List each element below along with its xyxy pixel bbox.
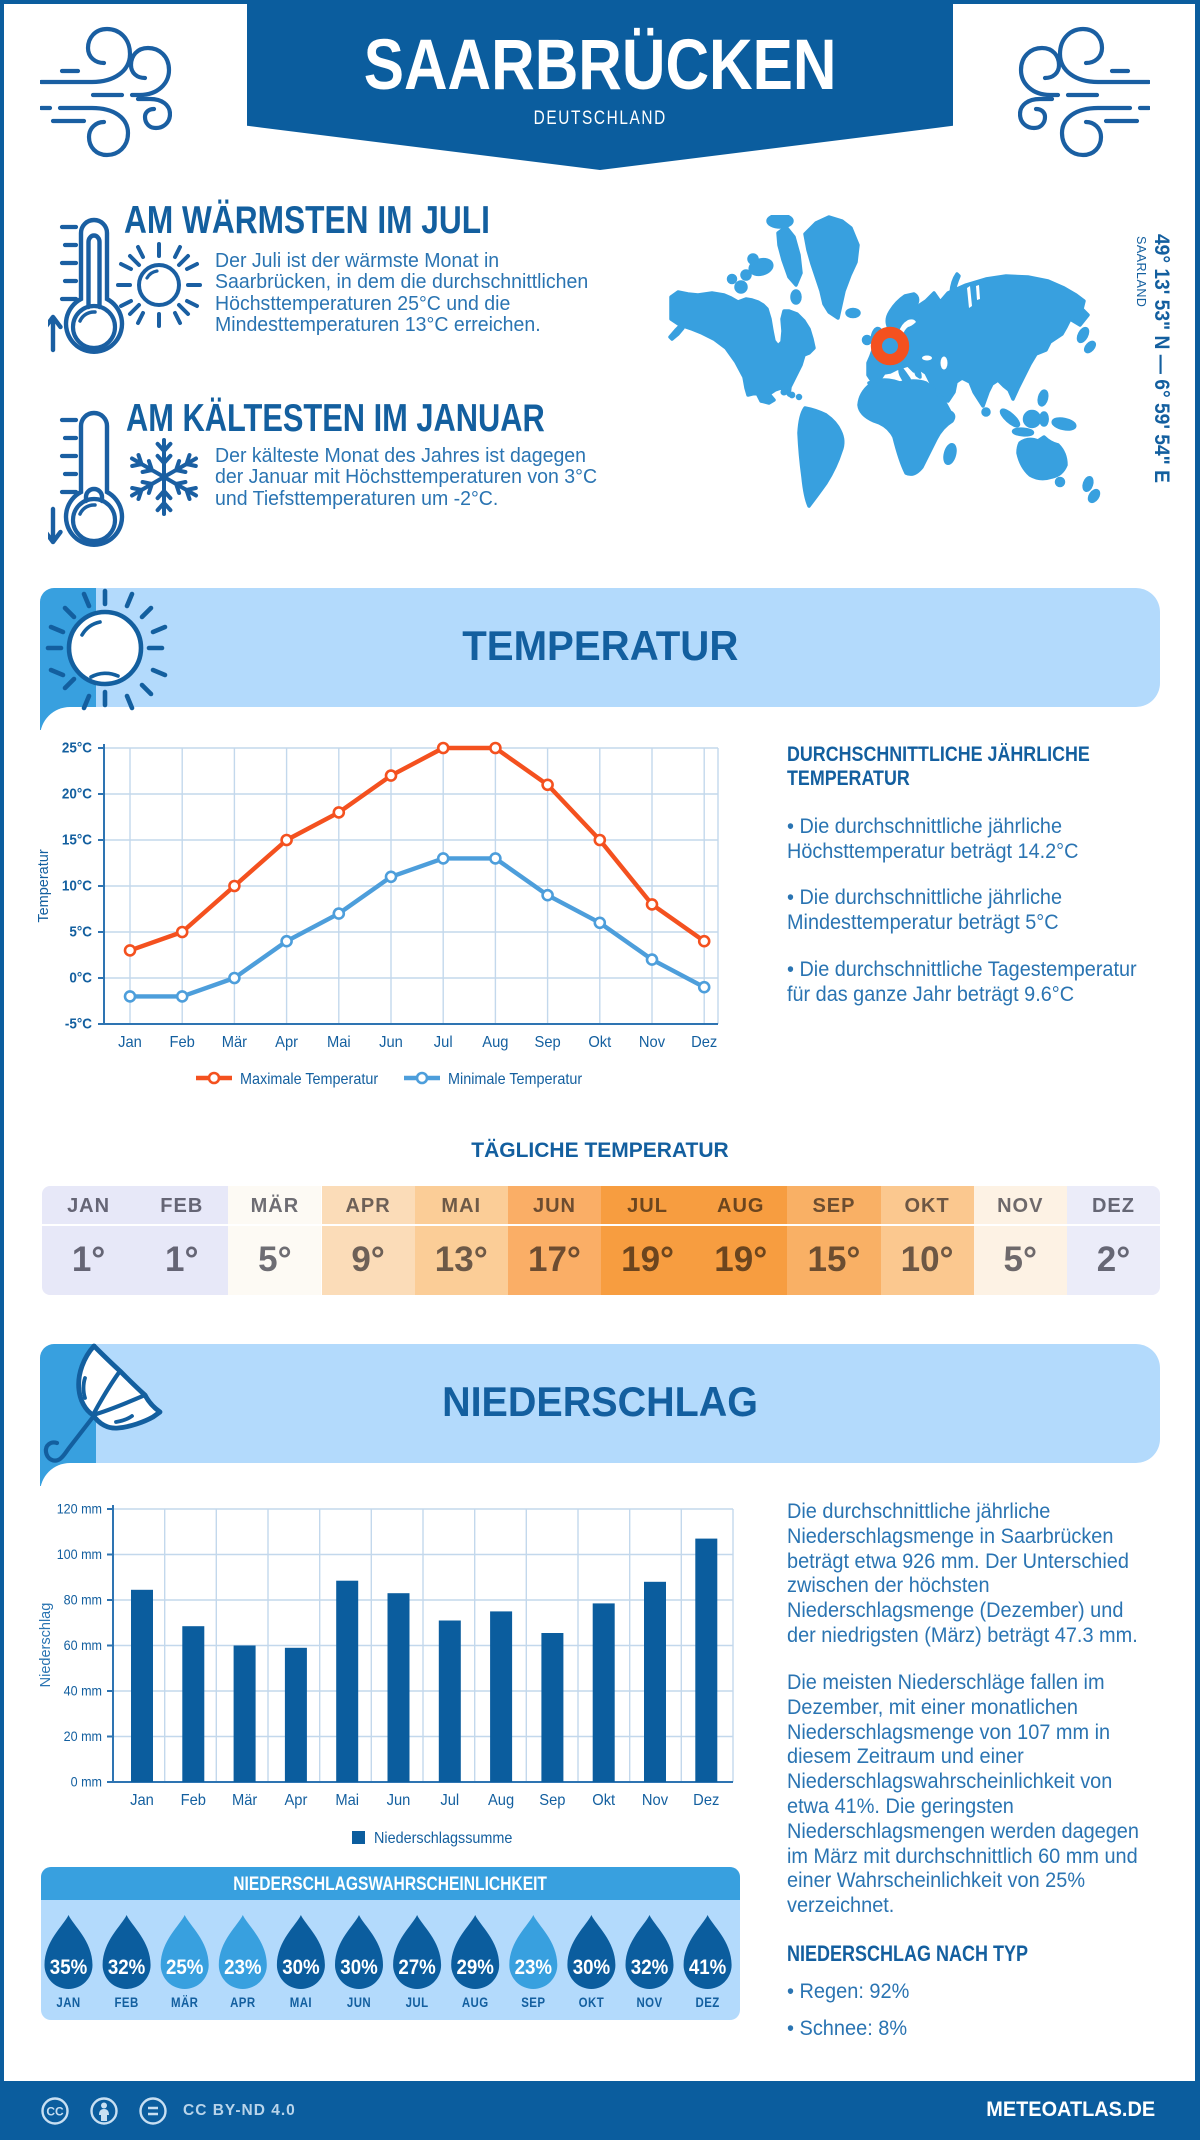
svg-text:Jul: Jul	[440, 1792, 459, 1809]
svg-text:Sep: Sep	[539, 1792, 565, 1809]
svg-text:FEB: FEB	[114, 1995, 138, 2010]
svg-text:Mai: Mai	[327, 1034, 351, 1051]
svg-text:Jan: Jan	[118, 1034, 142, 1051]
svg-text:15°C: 15°C	[62, 831, 92, 848]
svg-text:0 mm: 0 mm	[71, 1774, 102, 1790]
svg-text:60 mm: 60 mm	[64, 1638, 102, 1654]
svg-text:0°C: 0°C	[69, 969, 92, 986]
svg-text:-5°C: -5°C	[65, 1015, 92, 1032]
svg-text:NOV: NOV	[636, 1995, 662, 2010]
svg-text:MAI: MAI	[290, 1995, 312, 2010]
svg-text:Apr: Apr	[284, 1792, 307, 1809]
svg-text:Niederschlagssumme: Niederschlagssumme	[374, 1829, 512, 1847]
svg-text:41%: 41%	[689, 1956, 727, 1979]
svg-text:Sep: Sep	[535, 1034, 561, 1051]
svg-text:5°C: 5°C	[69, 923, 92, 940]
svg-text:27%: 27%	[398, 1956, 436, 1979]
svg-text:Okt: Okt	[592, 1792, 616, 1809]
svg-text:OKT: OKT	[579, 1995, 604, 2010]
svg-text:AUG: AUG	[462, 1995, 489, 2010]
svg-text:Feb: Feb	[170, 1034, 195, 1051]
svg-text:30%: 30%	[340, 1956, 378, 1979]
svg-text:MÄR: MÄR	[171, 1994, 198, 2010]
svg-text:Aug: Aug	[488, 1792, 514, 1809]
svg-text:SEP: SEP	[521, 1995, 545, 2010]
svg-text:25%: 25%	[166, 1956, 204, 1979]
svg-text:Jun: Jun	[387, 1792, 411, 1809]
svg-text:40 mm: 40 mm	[64, 1683, 102, 1699]
svg-text:Mai: Mai	[335, 1792, 359, 1809]
svg-text:CC: CC	[46, 2105, 64, 2119]
svg-text:32%: 32%	[631, 1956, 669, 1979]
svg-text:Feb: Feb	[181, 1792, 206, 1809]
svg-text:Temperatur: Temperatur	[36, 849, 52, 923]
svg-text:Niederschlag: Niederschlag	[38, 1603, 54, 1688]
svg-text:23%: 23%	[224, 1956, 262, 1979]
svg-text:35%: 35%	[50, 1956, 88, 1979]
svg-text:APR: APR	[230, 1995, 255, 2010]
svg-text:JUN: JUN	[347, 1995, 371, 2010]
svg-text:Nov: Nov	[642, 1792, 669, 1809]
svg-text:23%: 23%	[515, 1956, 553, 1979]
svg-text:Mär: Mär	[232, 1792, 257, 1809]
svg-text:Jan: Jan	[130, 1792, 154, 1809]
svg-text:10°C: 10°C	[62, 877, 92, 894]
svg-text:Aug: Aug	[482, 1034, 508, 1051]
svg-text:JUL: JUL	[406, 1995, 429, 2010]
svg-text:100 mm: 100 mm	[57, 1547, 102, 1563]
svg-text:JAN: JAN	[56, 1995, 80, 2010]
svg-text:20 mm: 20 mm	[64, 1729, 102, 1745]
svg-text:120 mm: 120 mm	[57, 1501, 102, 1517]
svg-text:Mär: Mär	[222, 1034, 247, 1051]
svg-text:Nov: Nov	[639, 1034, 666, 1051]
svg-text:Dez: Dez	[693, 1792, 719, 1809]
svg-text:DEZ: DEZ	[695, 1995, 719, 2010]
svg-text:29%: 29%	[456, 1956, 494, 1979]
svg-text:Jul: Jul	[434, 1034, 453, 1051]
svg-text:Jun: Jun	[379, 1034, 403, 1051]
svg-text:20°C: 20°C	[62, 785, 92, 802]
svg-text:32%: 32%	[108, 1956, 146, 1979]
svg-text:Dez: Dez	[691, 1034, 717, 1051]
svg-text:Apr: Apr	[275, 1034, 298, 1051]
svg-text:25°C: 25°C	[62, 739, 92, 756]
svg-text:80 mm: 80 mm	[64, 1592, 102, 1608]
svg-text:30%: 30%	[282, 1956, 320, 1979]
svg-text:Minimale Temperatur: Minimale Temperatur	[448, 1070, 582, 1088]
svg-text:Maximale Temperatur: Maximale Temperatur	[240, 1070, 378, 1088]
svg-text:30%: 30%	[573, 1956, 611, 1979]
svg-text:Okt: Okt	[588, 1034, 612, 1051]
